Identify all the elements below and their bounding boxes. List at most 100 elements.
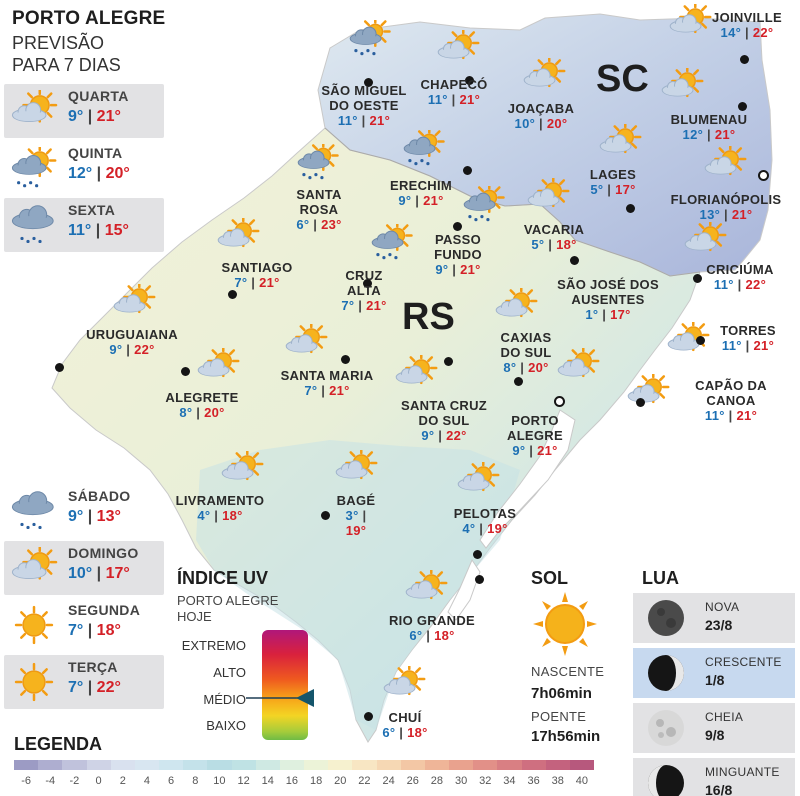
- sun-cloud-rain-icon: [296, 140, 340, 180]
- city-marker: [55, 363, 64, 372]
- city-forecast: LIVRAMENTO 4° | 18°: [170, 493, 270, 523]
- city-name: PASSO FUNDO: [434, 232, 482, 262]
- legend-tick: 14: [261, 775, 274, 787]
- legend-tick: 12: [237, 775, 250, 787]
- temp-min: 4°: [462, 521, 476, 536]
- city-temps: 11° | 22°: [713, 277, 767, 292]
- city-marker: [364, 78, 373, 87]
- city-temps: 6° | 18°: [382, 725, 428, 740]
- uv-level-extremo: EXTREMO: [181, 638, 246, 653]
- temp-min: 7°: [341, 298, 355, 313]
- sun-cloud-icon: [456, 458, 500, 498]
- legend-color-bar: [14, 760, 595, 770]
- day-name: SEXTA: [68, 202, 116, 218]
- day-name: DOMINGO: [68, 545, 139, 561]
- city-marker: [363, 279, 372, 288]
- sun-cloud-icon: [598, 120, 642, 160]
- temp-max: 17°: [105, 565, 130, 582]
- city-name: BAGÉ: [336, 493, 376, 508]
- moon-phase-row: MINGUANTE 16/8: [633, 758, 795, 796]
- day-forecast: SEGUNDA 7° | 18°: [4, 598, 164, 652]
- sun-cloud-icon: [216, 214, 260, 254]
- city-marker: [181, 367, 190, 376]
- temp-max: 21°: [96, 108, 121, 125]
- day-forecast: TERÇA 7° | 22°: [4, 655, 164, 709]
- temp-min: 10°: [68, 565, 93, 582]
- city-name: CHAPECÓ: [420, 77, 488, 92]
- temp-max: 21°: [714, 127, 736, 142]
- city-temps: 7° | 21°: [341, 298, 387, 313]
- city-forecast: SANTA MARIA 7° | 21°: [272, 368, 382, 398]
- temp-min: 7°: [234, 275, 248, 290]
- legend-tick: 38: [551, 775, 564, 787]
- temp-max: 22°: [134, 342, 155, 357]
- day-forecast: QUARTA 9° | 21°: [4, 84, 164, 138]
- city-forecast: ALEGRETE 8° | 20°: [162, 390, 242, 420]
- moon-phase-date: 9/8: [705, 727, 725, 743]
- temp-max: 18°: [434, 628, 455, 643]
- legend-swatch: [569, 760, 595, 770]
- legend-tick: 0: [95, 775, 102, 787]
- city-name: PELOTAS: [453, 506, 517, 521]
- temp-max: 22°: [745, 277, 767, 292]
- city-marker: [465, 76, 474, 85]
- legend-swatch: [304, 760, 329, 770]
- city-marker: [341, 355, 350, 364]
- moon-icon: [648, 710, 684, 746]
- temp-max: 19°: [345, 523, 367, 538]
- legend-tick: 40: [575, 775, 589, 787]
- city-forecast: CHAPECÓ 11° | 21°: [418, 77, 490, 107]
- uv-scale-bar: [262, 630, 308, 740]
- city-forecast: SANTA ROSA 6° | 23°: [276, 187, 362, 232]
- city-forecast: URUGUAIANA 9° | 22°: [80, 327, 184, 357]
- sun-cloud-icon: [382, 662, 426, 702]
- city-temps: 1° | 17°: [585, 307, 631, 322]
- lagoa-dos-patos: [479, 409, 576, 549]
- legend-title: LEGENDA: [14, 734, 103, 754]
- temp-min: 6°: [409, 628, 423, 643]
- temp-max: 22°: [96, 679, 121, 696]
- city-temps: 6° | 18°: [409, 628, 455, 643]
- legend-tick: 20: [334, 775, 347, 787]
- sun-cloud-icon: [112, 280, 156, 320]
- temp-max: 20°: [204, 405, 225, 420]
- city-marker: [693, 274, 702, 283]
- city-temps: 11° | 21°: [704, 408, 758, 423]
- legend-swatch: [159, 760, 184, 770]
- temp-max: 21°: [460, 262, 481, 277]
- temp-min: 9°: [68, 108, 84, 125]
- city-temps: 14° | 22°: [720, 25, 774, 40]
- city-forecast: SÃO MIGUEL DO OESTE 11° | 21°: [312, 83, 416, 128]
- temp-min: 11°: [704, 408, 725, 423]
- sun-cloud-rain-icon: [10, 143, 58, 189]
- temp-min: 9°: [435, 262, 449, 277]
- temp-min: 7°: [68, 622, 84, 639]
- sun-cloud-icon: [556, 344, 600, 384]
- temp-max: 21°: [753, 338, 775, 353]
- temp-max: 18°: [222, 508, 243, 523]
- sun-cloud-icon: [526, 174, 570, 214]
- city-temps: 5° | 17°: [590, 182, 636, 197]
- city-forecast: SANTIAGO 7° | 21°: [216, 260, 298, 290]
- legend-swatch: [473, 760, 498, 770]
- city-name: CAPÃO DA CANOA: [695, 378, 767, 408]
- city-temps: 12° | 21°: [682, 127, 736, 142]
- moon-phase-name: MINGUANTE: [705, 765, 780, 779]
- day-name: SEGUNDA: [68, 602, 141, 618]
- city-name: BLUMENAU: [670, 112, 748, 127]
- city-marker: [453, 222, 462, 231]
- temp-max: 18°: [407, 725, 428, 740]
- temp-max: 17°: [610, 307, 631, 322]
- day-forecast: QUINTA 12° | 20°: [4, 141, 164, 195]
- temp-max: 19°: [487, 521, 508, 536]
- temp-max: 21°: [329, 383, 350, 398]
- temp-min: 8°: [179, 405, 193, 420]
- city-name: URUGUAIANA: [86, 327, 178, 342]
- city-forecast: PELOTAS 4° | 19°: [450, 506, 520, 536]
- city-name: CAXIAS DO SUL: [500, 330, 552, 360]
- city-name: PORTO ALEGRE: [507, 413, 563, 443]
- city-forecast: FLORIANÓPOLIS 13° | 21°: [668, 192, 784, 222]
- sun-icon: [533, 592, 597, 656]
- city-marker: [364, 712, 373, 721]
- legend-swatch: [255, 760, 280, 770]
